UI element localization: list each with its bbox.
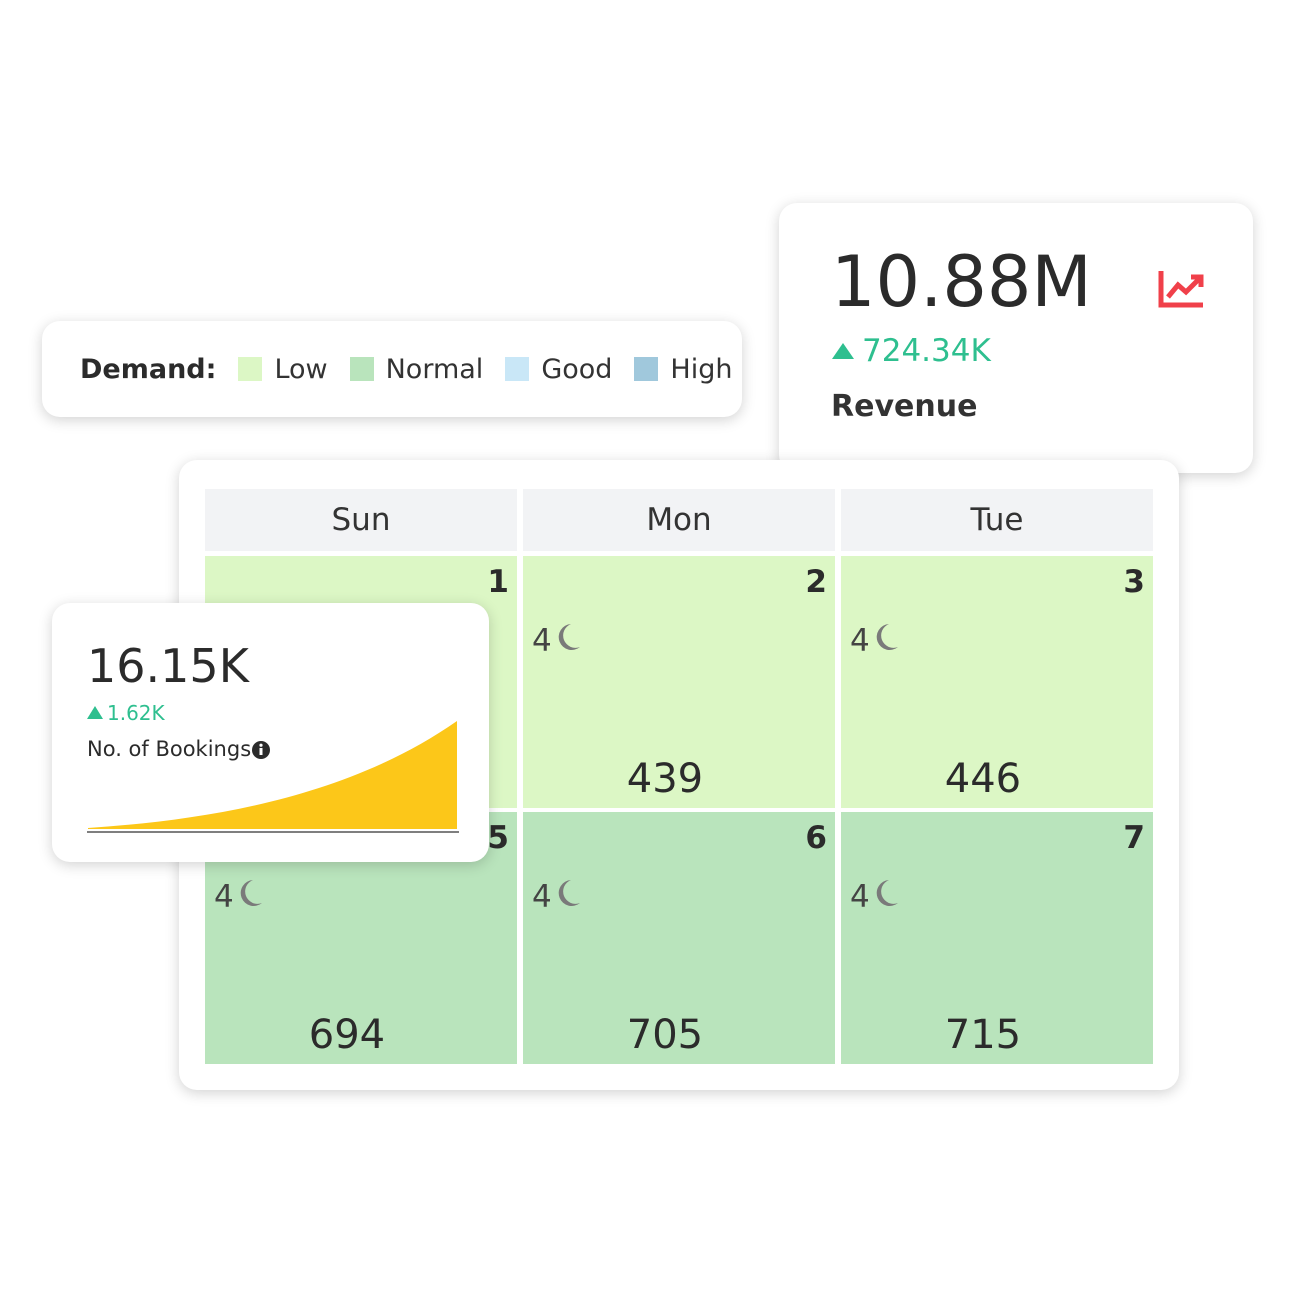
bookings-card: 16.15K 1.62K No. of Bookings	[52, 603, 489, 862]
nights: 4	[532, 622, 581, 660]
nights-count: 4	[532, 879, 552, 915]
day-number: 2	[805, 564, 827, 600]
day-number: 6	[805, 820, 827, 856]
nights: 4	[532, 878, 581, 916]
moon-icon	[552, 878, 581, 916]
revenue-change: 724.34K	[862, 333, 991, 369]
legend-item: Low	[238, 353, 328, 385]
moon-icon	[870, 878, 899, 916]
bookings-change: 1.62K	[107, 701, 165, 725]
legend-label: Low	[274, 353, 328, 385]
legend-item: High	[634, 354, 732, 385]
legend-item: Good	[505, 354, 612, 385]
nights-count: 4	[214, 879, 234, 915]
info-icon	[252, 741, 270, 759]
legend-item: Normal	[349, 353, 484, 385]
booking-count: 694	[308, 1012, 386, 1058]
day-header: Mon	[523, 489, 835, 551]
nights-count: 4	[532, 623, 552, 659]
trend-icon	[1158, 271, 1204, 308]
day-cell: 3 4 446	[841, 556, 1153, 808]
sparkline	[87, 721, 459, 833]
day-number: 7	[1123, 820, 1145, 856]
booking-count: 715	[944, 1012, 1022, 1058]
revenue-card: 10.88M 724.34K Revenue	[779, 203, 1253, 473]
legend-title: Demand:	[80, 353, 217, 385]
up-arrow	[87, 706, 103, 719]
nights: 4	[850, 622, 899, 660]
legend-label: Good	[541, 353, 613, 385]
day-cell: 2 4 439	[523, 556, 835, 808]
day-header: Tue	[841, 489, 1153, 551]
legend-swatch	[238, 357, 263, 381]
booking-count: 439	[626, 756, 704, 802]
nights: 4	[850, 878, 899, 916]
day-number: 3	[1123, 564, 1145, 600]
legend-label: Normal	[385, 353, 484, 385]
day-cell: 6 4 705	[523, 812, 835, 1064]
booking-count: 705	[626, 1012, 704, 1058]
revenue-value: 10.88M	[831, 241, 1092, 323]
revenue-label: Revenue	[831, 389, 978, 424]
nights-count: 4	[850, 879, 870, 915]
day-cell: 7 4 715	[841, 812, 1153, 1064]
nights: 4	[214, 878, 263, 916]
booking-count: 446	[944, 756, 1022, 802]
day-number: 1	[487, 564, 509, 600]
moon-icon	[870, 622, 899, 660]
legend-card: Demand: Low Normal Good High	[42, 321, 742, 417]
legend-swatch	[349, 357, 374, 381]
bookings-label: No. of Bookings	[87, 737, 252, 761]
nights-count: 4	[850, 623, 870, 659]
moon-icon	[234, 878, 263, 916]
up-arrow	[832, 343, 854, 359]
legend-label: High	[670, 353, 733, 385]
legend-swatch	[505, 357, 530, 381]
day-header: Sun	[205, 489, 517, 551]
legend-swatch	[634, 357, 659, 381]
bookings-value: 16.15K	[87, 639, 249, 693]
day-number: 5	[487, 820, 509, 856]
moon-icon	[552, 622, 581, 660]
